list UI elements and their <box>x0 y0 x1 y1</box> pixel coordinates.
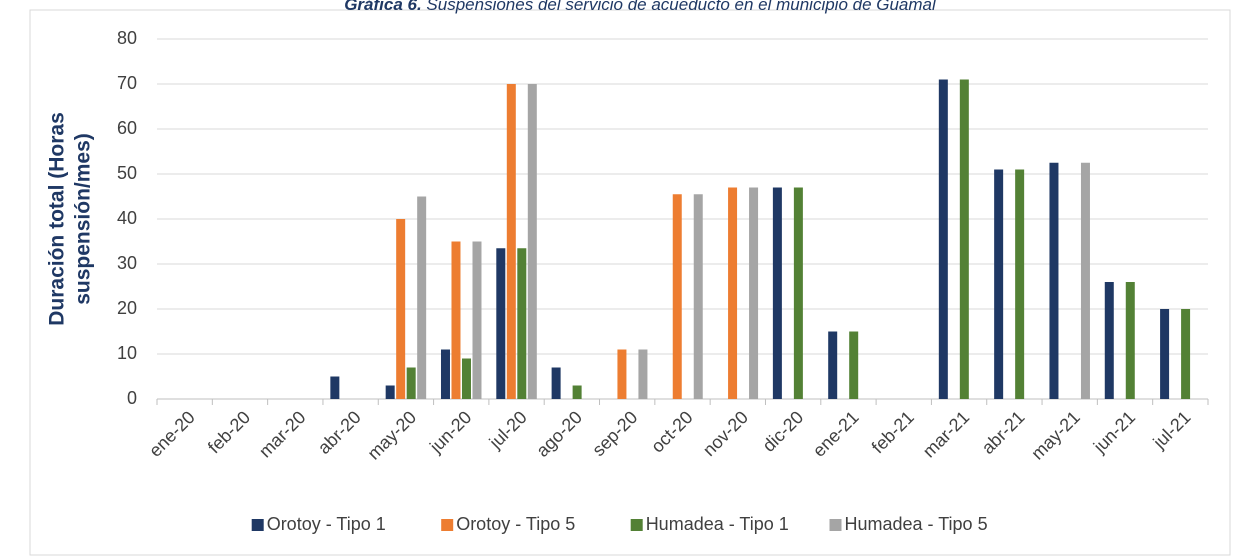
legend-label: Humadea - Tipo 5 <box>845 514 988 534</box>
x-tick-label: may-20 <box>364 407 421 464</box>
chart-title: Gráfica 6. Suspensiones del servicio de … <box>344 0 937 14</box>
y-tick-label: 40 <box>117 208 137 228</box>
x-tick-label: ago-20 <box>532 407 586 461</box>
bar <box>1080 162 1090 399</box>
x-tick-label: abr-20 <box>314 407 365 458</box>
y-tick-label: 10 <box>117 343 137 363</box>
y-axis-title: Duración total (Horas <box>46 112 69 326</box>
bar <box>440 349 450 399</box>
x-tick-label: nov-20 <box>699 407 752 460</box>
bar <box>938 79 948 399</box>
bar <box>828 331 838 399</box>
bar <box>472 241 482 399</box>
x-tick-label: mar-21 <box>919 407 973 461</box>
x-tick-label: jul-20 <box>485 407 531 453</box>
x-tick-label: ene-20 <box>145 407 199 461</box>
x-tick-label: feb-21 <box>868 407 918 457</box>
bar <box>1125 282 1135 399</box>
legend-label: Orotoy - Tipo 1 <box>267 514 386 534</box>
bar <box>417 196 427 399</box>
bar <box>406 367 416 399</box>
bar <box>330 376 340 399</box>
x-tick-label: oct-20 <box>647 407 697 457</box>
y-tick-label: 60 <box>117 118 137 138</box>
bar <box>496 248 506 399</box>
bar <box>551 367 561 399</box>
y-tick-label: 0 <box>127 388 137 408</box>
bar <box>396 219 406 399</box>
y-tick-label: 30 <box>117 253 137 273</box>
x-tick-label: mar-20 <box>255 407 309 461</box>
bar <box>1049 162 1059 399</box>
bar <box>527 84 537 399</box>
y-tick-label: 80 <box>117 28 137 48</box>
bar <box>638 349 648 399</box>
x-tick-label: may-21 <box>1027 407 1084 464</box>
bar <box>1181 309 1191 399</box>
bar <box>517 248 527 399</box>
legend-swatch <box>829 519 842 531</box>
y-tick-label: 50 <box>117 163 137 183</box>
y-tick-label: 20 <box>117 298 137 318</box>
bar <box>572 385 582 399</box>
bar <box>451 241 461 399</box>
y-axis-title: suspensión/mes) <box>72 133 95 305</box>
bar <box>672 194 682 399</box>
x-tick-label: jul-21 <box>1149 407 1195 453</box>
bar <box>749 187 759 399</box>
legend-swatch <box>630 519 643 531</box>
bar <box>1104 282 1114 399</box>
title-number: Gráfica 6. <box>344 0 422 14</box>
bar <box>461 358 471 399</box>
chart-border <box>29 9 1231 556</box>
title-text: Suspensiones del servicio de acueducto e… <box>426 0 937 14</box>
x-tick-label: ene-21 <box>809 407 863 461</box>
x-tick-label: sep-20 <box>588 407 641 460</box>
y-tick-label: 70 <box>117 73 137 93</box>
legend-label: Orotoy - Tipo 5 <box>456 514 575 534</box>
x-tick-label: abr-21 <box>978 407 1029 458</box>
bar <box>849 331 859 399</box>
x-tick-label: jun-21 <box>1089 407 1139 457</box>
legend-swatch <box>441 519 454 531</box>
bar <box>728 187 738 399</box>
bar <box>506 84 516 399</box>
bar <box>793 187 803 399</box>
legend-swatch <box>251 519 264 531</box>
bar <box>959 79 969 399</box>
x-tick-label: feb-20 <box>204 407 254 457</box>
bar <box>1015 169 1025 399</box>
x-tick-label: jun-20 <box>425 407 475 457</box>
bar <box>693 194 703 399</box>
bar <box>1160 309 1170 399</box>
bar <box>772 187 782 399</box>
bar <box>617 349 627 399</box>
legend-label: Humadea - Tipo 1 <box>646 514 789 534</box>
x-tick-label: dic-20 <box>759 407 808 456</box>
bar <box>994 169 1004 399</box>
bar <box>385 385 395 399</box>
